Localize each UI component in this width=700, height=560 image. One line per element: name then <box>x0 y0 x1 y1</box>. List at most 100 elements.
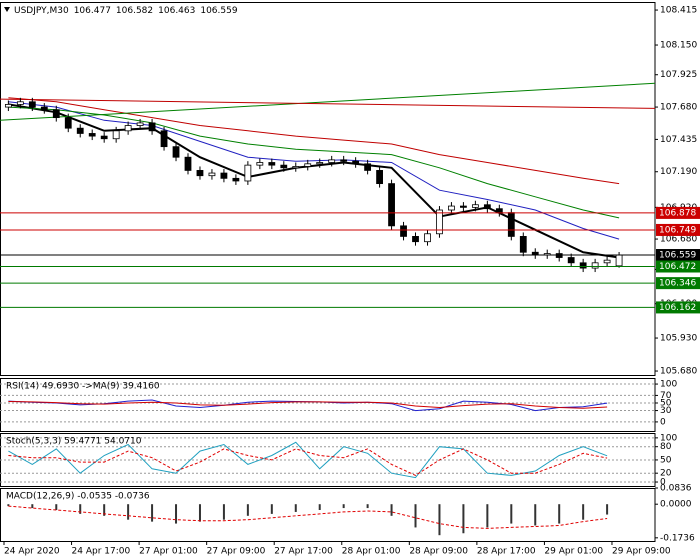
candle-body <box>531 251 539 256</box>
y-tick-label: 30 <box>660 406 672 416</box>
candle-body <box>124 125 132 132</box>
y-tick-label: 80 <box>660 442 672 452</box>
y-tick-label: 50 <box>660 398 672 408</box>
y-tick-label: 0 <box>660 478 666 488</box>
panel-title: RSI(14) 49.6930 ->MA(9) 39.4160 <box>6 382 160 392</box>
indicator-line <box>8 101 620 240</box>
indicator-line <box>8 505 608 529</box>
histogram-bar <box>79 504 82 514</box>
y-tick-label: 105.930 <box>660 334 697 344</box>
candle-body <box>519 236 527 253</box>
histogram-bar <box>558 504 561 524</box>
histogram-bar <box>151 504 154 522</box>
y-tick-label: 0.0000 <box>660 500 692 510</box>
candle-body <box>376 170 383 185</box>
candle-body <box>172 146 180 158</box>
x-tick-label: 27 Apr 09:00 <box>207 547 266 557</box>
y-tick-label: 107.435 <box>660 135 697 145</box>
histogram-bar <box>55 504 58 511</box>
candle-body <box>28 101 36 108</box>
panel-frame <box>0 378 656 432</box>
candle-body <box>136 122 144 126</box>
y-tick-label: -0.1736 <box>660 533 695 543</box>
x-tick-label: 28 Apr 17:00 <box>477 547 536 557</box>
histogram-bar <box>582 504 585 520</box>
y-tick-label: 108.415 <box>660 6 697 16</box>
candle-body <box>460 205 467 208</box>
candle-body <box>436 209 443 235</box>
indicator-line <box>8 97 620 185</box>
candle-body <box>448 205 455 211</box>
histogram-bar <box>127 504 130 520</box>
x-tick-label: 28 Apr 09:00 <box>409 547 468 557</box>
x-tick-label: 29 Apr 01:00 <box>544 547 603 557</box>
y-tick-label: 107.190 <box>660 167 697 177</box>
histogram-bar <box>31 504 34 509</box>
candle-body <box>40 106 48 111</box>
x-tick-label: 29 Apr 09:00 <box>612 547 671 557</box>
candle-body <box>591 262 599 269</box>
candle-body <box>88 133 96 137</box>
histogram-bar <box>270 504 273 514</box>
candle-body <box>615 254 623 267</box>
candle-body <box>76 127 84 134</box>
histogram-bar <box>222 504 225 520</box>
ohlc-value: 106.477 <box>74 6 111 16</box>
candle-body <box>100 135 108 140</box>
x-tick-label: 24 Apr 17:00 <box>72 547 131 557</box>
panel-frame <box>0 2 656 376</box>
price-label-bg <box>656 223 700 236</box>
histogram-bar <box>510 504 513 524</box>
y-tick-label: 105.680 <box>660 367 697 377</box>
histogram-bar <box>462 504 465 534</box>
candle-body <box>208 172 216 177</box>
candle-body <box>555 253 563 258</box>
histogram-bar <box>198 504 201 522</box>
candle-body <box>112 130 120 140</box>
histogram-bar <box>606 504 609 515</box>
candle-body <box>256 162 264 166</box>
histogram-bar <box>486 504 489 528</box>
histogram-bar <box>7 504 10 507</box>
candle-body <box>364 163 372 171</box>
histogram-bar <box>318 504 321 511</box>
candle-body <box>424 233 431 243</box>
histogram-bar <box>342 504 345 509</box>
price-label: 106.346 <box>659 279 696 289</box>
candle-body <box>304 163 312 167</box>
symbol: USDJPY,M30 <box>14 6 69 16</box>
candle-body <box>388 183 395 227</box>
y-tick-label: 108.150 <box>660 41 697 51</box>
indicator-line <box>8 441 608 479</box>
y-tick-label: 107.925 <box>660 70 697 80</box>
candle-body <box>340 159 348 162</box>
candle-body <box>64 117 72 129</box>
histogram-bar <box>414 504 417 528</box>
histogram-bar <box>246 504 249 516</box>
candle-body <box>603 259 611 264</box>
candle-body <box>184 156 192 171</box>
candle-body <box>483 204 491 210</box>
indicator-line <box>8 103 620 259</box>
y-tick-label: 70 <box>660 391 672 401</box>
histogram-bar <box>175 504 178 524</box>
y-tick-label: 20 <box>660 469 672 479</box>
candle-body <box>412 236 419 243</box>
x-tick-label: 28 Apr 01:00 <box>342 547 401 557</box>
candle-body <box>16 101 24 105</box>
ohlc-value: 106.559 <box>200 6 237 16</box>
panel-title: MACD(12,26,9) -0.0535 -0.0736 <box>6 492 150 502</box>
indicator-line <box>8 448 608 476</box>
histogram-bar <box>390 504 393 516</box>
price-label-bg <box>656 260 700 273</box>
price-label-bg <box>656 249 700 262</box>
panel-title: Stoch(5,3,3) 59.4771 54.0710 <box>6 437 142 447</box>
indicator-line <box>8 401 608 409</box>
y-tick-label: 100 <box>660 380 677 390</box>
x-tick-label: 27 Apr 17:00 <box>274 547 333 557</box>
price-label-bg <box>656 301 700 314</box>
y-tick-label: 0.0836 <box>660 484 692 494</box>
histogram-bar <box>294 504 297 512</box>
candle-body <box>316 162 324 165</box>
histogram-bar <box>103 504 106 516</box>
